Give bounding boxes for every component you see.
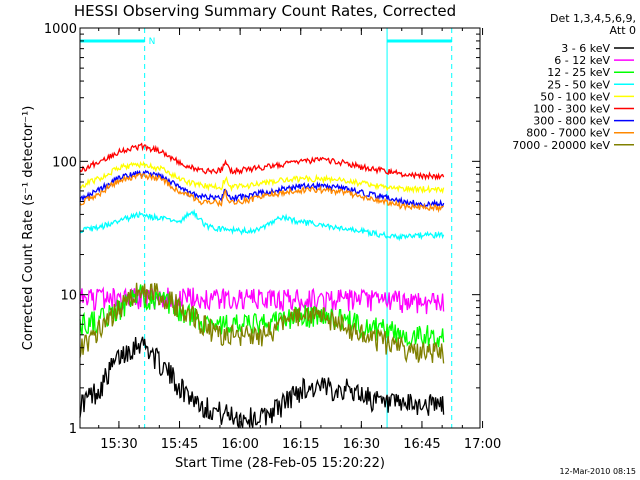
legend-entry: 3 - 6 keV xyxy=(561,42,610,55)
series-line xyxy=(79,282,445,364)
legend-entry: 25 - 50 keV xyxy=(547,78,610,91)
y-tick-label: 1 xyxy=(69,422,77,437)
series-line xyxy=(79,208,445,242)
series-line xyxy=(79,160,445,195)
x-tick-label: 16:15 xyxy=(282,437,319,452)
x-tick-label: 15:30 xyxy=(100,437,137,452)
legend-entry: 6 - 12 keV xyxy=(554,54,610,67)
y-axis-label: Corrected Count Rate (s⁻¹ detector⁻¹) xyxy=(21,106,36,351)
series-layer xyxy=(79,142,445,428)
legend-entry: 100 - 300 keV xyxy=(533,103,610,116)
series-line xyxy=(79,286,445,315)
legend-entry: 12 - 25 keV xyxy=(547,66,610,79)
plot-frame xyxy=(79,27,481,429)
x-tick-label: 16:45 xyxy=(403,437,440,452)
night-indicators: N xyxy=(79,28,453,428)
series-line xyxy=(79,336,445,428)
legend-entry: 300 - 800 keV xyxy=(533,115,610,128)
marker-label: N xyxy=(149,37,156,47)
x-tick-label: 17:00 xyxy=(464,437,501,452)
chart-title: HESSI Observing Summary Count Rates, Cor… xyxy=(74,2,456,20)
legend-title: Att 0 xyxy=(610,24,636,37)
x-tick-label: 15:45 xyxy=(161,437,198,452)
legend-entry: 7000 - 20000 keV xyxy=(512,139,610,152)
series-line xyxy=(79,284,445,348)
axes: 15:30 15:45 16:00 16:15 16:30 16:45 17:00 1 10 10… xyxy=(44,22,501,452)
series-line xyxy=(79,142,445,181)
y-tick-label: 10 xyxy=(60,289,77,304)
y-tick-label: 100 xyxy=(52,155,77,170)
x-tick-label: 16:30 xyxy=(343,437,380,452)
timestamp: 12-Mar-2010 08:15 xyxy=(560,467,637,476)
x-axis-label: Start Time (28-Feb-05 15:20:22) xyxy=(175,456,385,471)
x-tick-label: 16:00 xyxy=(221,437,258,452)
legend-entry: 50 - 100 keV xyxy=(540,90,610,103)
legend-title: Det 1,3,4,5,6,9, xyxy=(550,12,636,25)
series-line xyxy=(79,172,445,214)
y-tick-label: 1000 xyxy=(44,22,77,37)
legend-entry: 800 - 7000 keV xyxy=(526,127,610,140)
